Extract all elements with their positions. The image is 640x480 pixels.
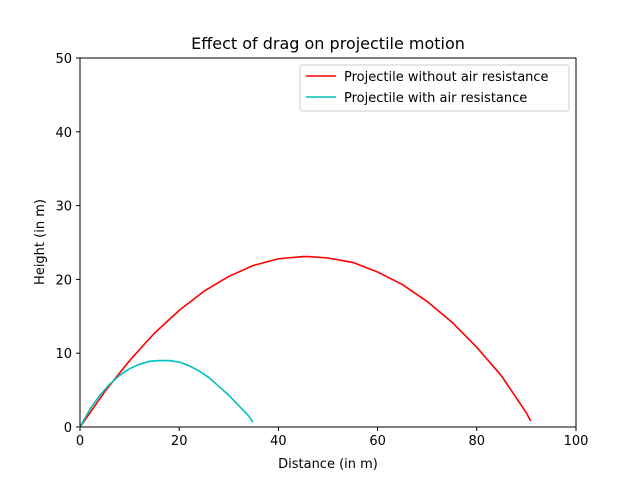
legend-label-1: Projectile without air resistance [344,70,549,85]
x-tick-label: 20 [171,434,188,449]
legend: Projectile without air resistance Project… [299,64,570,112]
y-tick-label: 50 [55,52,72,67]
x-axis-label: Distance (in m) [278,457,378,472]
plot-area-frame [79,57,577,428]
y-tick-label: 10 [55,347,72,362]
axis-ticks: 0 20 40 60 80 100 0 10 20 30 40 50 [55,52,588,449]
y-axis-label: Height (in m) [33,199,48,285]
y-tick-label: 40 [55,126,72,141]
chart-title: Effect of drag on projectile motion [191,34,465,53]
x-tick-label: 100 [564,434,589,449]
x-tick-label: 60 [369,434,386,449]
y-tick-label: 20 [55,273,72,288]
x-tick-label: 40 [270,434,287,449]
legend-box [299,64,570,112]
legend-label-2: Projectile with air resistance [344,91,527,106]
y-tick-label: 30 [55,200,72,215]
x-tick-label: 0 [76,434,84,449]
y-tick-label: 0 [64,421,72,436]
series-line-1 [79,255,532,428]
series-lines [79,255,532,428]
series-line-2 [79,359,254,428]
x-tick-label: 80 [469,434,486,449]
